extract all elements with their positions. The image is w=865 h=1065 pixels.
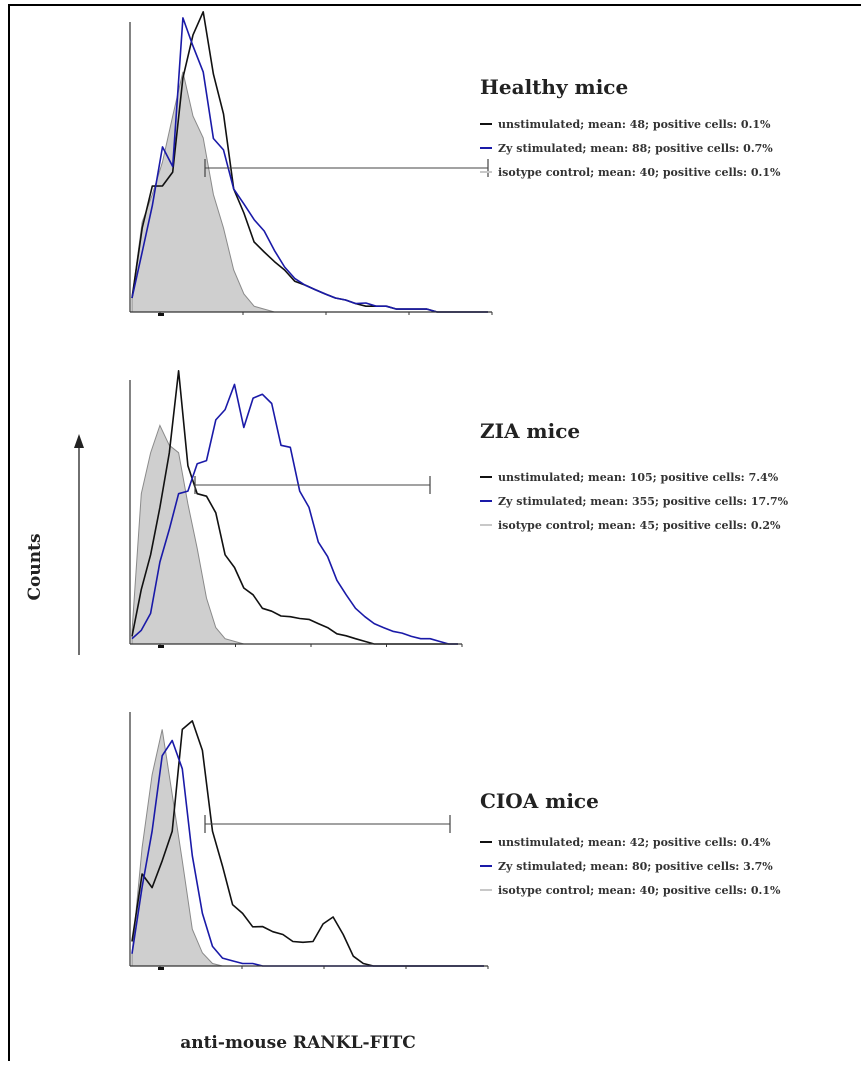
legend-entry: unstimulated; mean: 48; positive cells: … [498,118,771,131]
legend-entry: Zy stimulated; mean: 355; positive cells… [498,495,789,508]
x-axis-label: anti-mouse RANKL-FITC [180,1033,416,1053]
counts-axis: Counts [25,434,84,655]
panel-2: ZIA mice unstimulated; mean: 105; positiv… [129,370,789,648]
legend-entry: unstimulated; mean: 42; positive cells: … [498,836,771,849]
panel-title: Healthy mice [480,75,628,99]
series-isotype-control-area [131,729,484,967]
legend-entry: Zy stimulated; mean: 80; positive cells:… [498,860,773,873]
counts-arrow-head [74,434,84,448]
x-origin-marker [158,313,164,316]
y-axis-label: Counts [25,533,45,600]
series-line-zy-stimulated [131,383,458,645]
figure-frame [8,4,861,1061]
panel-1: Healthy mice unstimulated; mean: 48; posi… [129,11,781,316]
panels: Healthy mice unstimulated; mean: 48; posi… [129,11,789,970]
series-isotype-control-area [131,424,458,645]
legend-entry: Zy stimulated; mean: 88; positive cells:… [498,142,773,155]
legend-entry: isotype control; mean: 40; positive cell… [498,884,781,897]
legend-entry: isotype control; mean: 40; positive cell… [498,166,781,179]
panel-title: CIOA mice [480,789,599,813]
x-origin-marker [158,967,164,970]
legend-entry: isotype control; mean: 45; positive cell… [498,519,781,532]
series-isotype-control-area [131,71,488,313]
panel-title: ZIA mice [480,419,580,443]
legend-entry: unstimulated; mean: 105; positive cells:… [498,471,779,484]
x-origin-marker [158,645,164,648]
panel-3: CIOA mice unstimulated; mean: 42; positiv… [129,712,781,970]
series-line-zy-stimulated [131,17,488,313]
